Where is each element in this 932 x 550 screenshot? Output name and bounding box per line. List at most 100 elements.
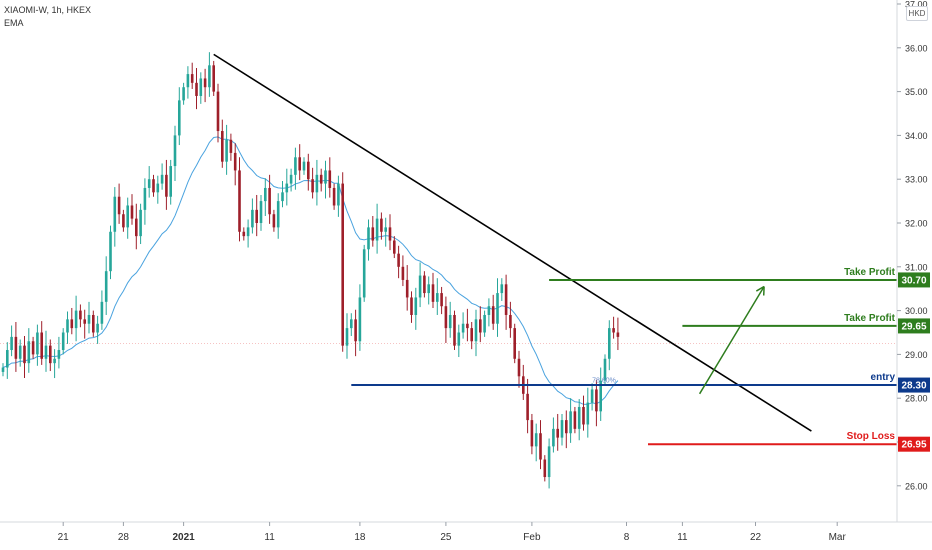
currency-button[interactable]: HKD <box>906 6 928 21</box>
candle-body <box>496 293 499 324</box>
candle-body <box>504 284 508 315</box>
candle-body <box>384 227 387 232</box>
take-profit-1-label: Take Profit <box>844 267 896 278</box>
candle-body <box>569 411 572 434</box>
candle-body <box>233 152 237 171</box>
candle-body <box>603 358 607 381</box>
candle-body <box>27 341 31 364</box>
time-tick-label: 2021 <box>172 532 195 543</box>
candle-body <box>14 336 18 359</box>
candle-body <box>590 389 594 403</box>
candle-body <box>255 209 258 223</box>
entry-label: entry <box>871 372 896 383</box>
candle-body <box>565 420 568 434</box>
candle-body <box>298 157 301 171</box>
candle-body <box>117 196 121 215</box>
target-arrow <box>698 286 765 395</box>
price-badges: 30.70 29.65 28.30 26.95 <box>898 272 930 452</box>
annotation-layer: Take Profit Take Profit entry Stop Loss 78.6… <box>213 53 897 446</box>
candle-body <box>560 420 564 438</box>
price-tick-label: 31.00 <box>905 262 928 272</box>
candle-body <box>104 271 108 302</box>
candle-body <box>470 328 473 342</box>
candle-body <box>453 314 456 346</box>
candle-body <box>18 345 22 359</box>
price-tick-label: 36.00 <box>905 43 928 53</box>
candle-body <box>375 218 379 241</box>
candle-body <box>466 323 469 329</box>
symbol-label: XIAOMI-W, 1h, HKEX <box>4 5 92 15</box>
take-profit-1-badge <box>898 272 930 288</box>
stop-loss-badge-text: 26.95 <box>901 440 926 451</box>
price-tick-label: 37.00 <box>905 0 928 10</box>
candle-body <box>246 227 250 237</box>
time-tick-label: 11 <box>677 532 688 543</box>
candle-body <box>457 332 461 346</box>
time-axis[interactable]: 21 28 2021 11 18 25 Feb 8 11 22 Mar <box>0 521 932 543</box>
candle-body <box>160 174 164 184</box>
candle-body <box>547 446 551 478</box>
candle-body <box>44 345 48 359</box>
candle-body <box>229 139 233 153</box>
time-tick-label: 28 <box>118 532 130 543</box>
candle-body <box>152 179 155 193</box>
candle-body <box>418 275 422 298</box>
entry-badge-text: 28.30 <box>901 381 926 392</box>
candle-body <box>500 284 504 294</box>
candle-body <box>302 161 306 171</box>
candle-body <box>388 227 392 241</box>
candle-body <box>221 131 224 162</box>
candle-body <box>431 284 435 302</box>
price-tick-label: 35.00 <box>905 87 928 97</box>
candle-body <box>212 65 215 92</box>
candle-body <box>324 170 327 184</box>
candle-body <box>251 209 254 228</box>
candle-body <box>178 100 181 136</box>
candle-body <box>182 87 185 101</box>
candle-body <box>109 231 112 272</box>
candle-body <box>448 314 452 329</box>
candle-body <box>31 341 35 355</box>
take-profit-1-badge-text: 30.70 <box>901 275 926 286</box>
candle-body <box>49 345 52 364</box>
candle-body <box>509 314 512 329</box>
candle-body <box>165 174 168 197</box>
candle-body <box>139 209 142 237</box>
candle-body <box>315 174 319 193</box>
ema-layer <box>2 136 619 405</box>
candle-body <box>74 310 78 329</box>
candle-body <box>332 187 336 206</box>
candle-body <box>57 350 61 359</box>
candle-body <box>595 389 598 412</box>
candle-body <box>1 367 5 372</box>
candle-body <box>268 187 271 215</box>
time-tick-label: 18 <box>354 532 366 543</box>
candle-body <box>92 314 95 333</box>
price-tick-label: 33.00 <box>905 175 928 185</box>
candle-body <box>436 293 439 302</box>
candle-body <box>10 336 13 351</box>
plot-area[interactable] <box>0 0 897 522</box>
candle-body <box>311 179 314 193</box>
ema-line <box>2 136 619 405</box>
stop-loss-badge <box>898 436 930 452</box>
candle-body <box>479 319 482 333</box>
candle-body <box>126 205 129 228</box>
candle-body <box>195 82 198 96</box>
price-tick-label: 28.00 <box>905 394 928 404</box>
candle-body <box>616 332 620 337</box>
candle-body <box>341 183 344 346</box>
candle-body <box>552 428 555 447</box>
candle-body <box>612 328 615 333</box>
candle-body <box>281 192 284 202</box>
candle-body <box>203 78 207 88</box>
candle-body <box>444 306 448 329</box>
candle-body <box>328 170 332 188</box>
time-tick-label: 25 <box>440 532 452 543</box>
candle-body <box>401 266 405 280</box>
candle-body <box>440 293 443 307</box>
time-tick-label: Mar <box>829 532 847 543</box>
fib-level-label: 78.60% <box>592 378 616 385</box>
entry-badge <box>898 377 930 393</box>
